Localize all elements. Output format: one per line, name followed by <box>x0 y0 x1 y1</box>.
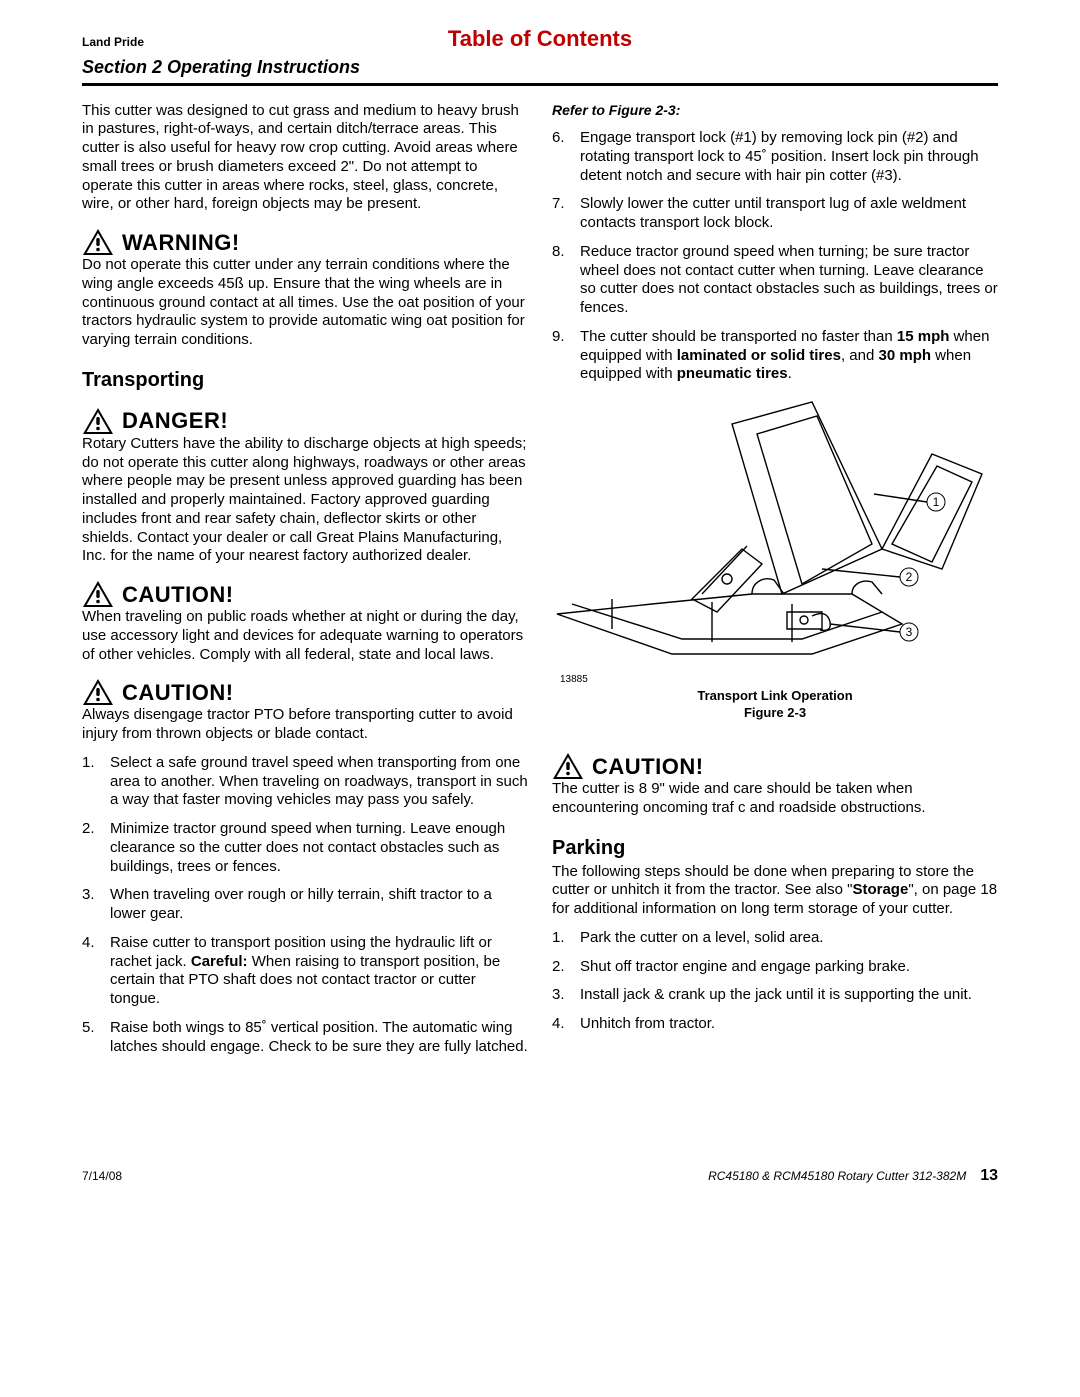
content-columns: This cutter was designed to cut grass an… <box>82 102 998 1067</box>
warning-icon <box>82 228 114 256</box>
left-column: This cutter was designed to cut grass an… <box>82 102 528 1067</box>
list-item: Unhitch from tractor. <box>552 1015 998 1034</box>
callout-1: 1 <box>933 495 940 509</box>
caution1-label: CAUTION! <box>122 581 234 609</box>
warning-alert: WARNING! <box>82 228 528 256</box>
warning-label: WARNING! <box>122 229 240 257</box>
caution2-text: Always disengage tractor PTO before tran… <box>82 706 528 744</box>
list-item: Select a safe ground travel speed when t… <box>82 754 528 810</box>
danger-text: Rotary Cutters have the ability to disch… <box>82 435 528 566</box>
step-9: The cutter should be transported no fast… <box>552 328 998 384</box>
danger-alert: DANGER! <box>82 407 528 435</box>
footer-page: 13 <box>980 1166 998 1186</box>
caution3-alert: CAUTION! <box>552 752 998 780</box>
page-footer: 7/14/08 RC45180 & RCM45180 Rotary Cutter… <box>82 1166 998 1186</box>
transport-steps: Select a safe ground travel speed when t… <box>82 754 528 1057</box>
list-item: Raise cutter to transport position using… <box>82 934 528 1009</box>
list-item: Park the cutter on a level, solid area. <box>552 929 998 948</box>
steps-6-8: Engage transport lock (#1) by removing l… <box>552 129 998 318</box>
caution1-text: When traveling on public roads whether a… <box>82 608 528 664</box>
toc-link[interactable]: Table of Contents <box>82 25 998 53</box>
callout-2: 2 <box>906 570 913 584</box>
parking-steps: Park the cutter on a level, solid area. … <box>552 929 998 1034</box>
footer-date: 7/14/08 <box>82 1169 122 1184</box>
list-item: Shut off tractor engine and engage parki… <box>552 958 998 977</box>
callout-3: 3 <box>906 625 913 639</box>
parking-heading: Parking <box>552 836 998 861</box>
caution3-text: The cutter is 8 9" wide and care should … <box>552 780 998 818</box>
page-header: Land Pride Table of Contents <box>82 28 998 50</box>
list-item: Reduce tractor ground speed when turning… <box>552 243 998 318</box>
list-item: Slowly lower the cutter until transport … <box>552 195 998 233</box>
caution3-label: CAUTION! <box>592 753 704 781</box>
intro-paragraph: This cutter was designed to cut grass an… <box>82 102 528 215</box>
footer-model: RC45180 & RCM45180 Rotary Cutter 312-382… <box>708 1169 966 1184</box>
list-item: When traveling over rough or hilly terra… <box>82 886 528 924</box>
caution2-label: CAUTION! <box>122 679 234 707</box>
caution-icon <box>82 678 114 706</box>
caution1-alert: CAUTION! <box>82 580 528 608</box>
caution-icon <box>82 580 114 608</box>
list-item: Minimize tractor ground speed when turni… <box>82 820 528 876</box>
warning-text: Do not operate this cutter under any ter… <box>82 256 528 350</box>
danger-icon <box>82 407 114 435</box>
refer-heading: Refer to Figure 2-3: <box>552 102 998 120</box>
list-item: Raise both wings to 85˚ vertical positio… <box>82 1019 528 1057</box>
header-rule <box>82 83 998 86</box>
caution2-alert: CAUTION! <box>82 678 528 706</box>
parking-intro: The following steps should be done when … <box>552 863 998 919</box>
figure-2-3: 1 2 3 13885 Transport Link Operation Fig… <box>552 394 998 722</box>
list-item: The cutter should be transported no fast… <box>552 328 998 384</box>
caution-icon <box>552 752 584 780</box>
figure-caption: Transport Link Operation Figure 2-3 <box>552 688 998 722</box>
transport-link-diagram: 1 2 3 <box>552 394 998 664</box>
figure-number: 13885 <box>560 674 998 687</box>
transporting-heading: Transporting <box>82 368 528 393</box>
section-title: Section 2 Operating Instructions <box>82 56 998 79</box>
list-item: Install jack & crank up the jack until i… <box>552 986 998 1005</box>
right-column: Refer to Figure 2-3: Engage transport lo… <box>552 102 998 1067</box>
list-item: Engage transport lock (#1) by removing l… <box>552 129 998 185</box>
danger-label: DANGER! <box>122 407 228 435</box>
